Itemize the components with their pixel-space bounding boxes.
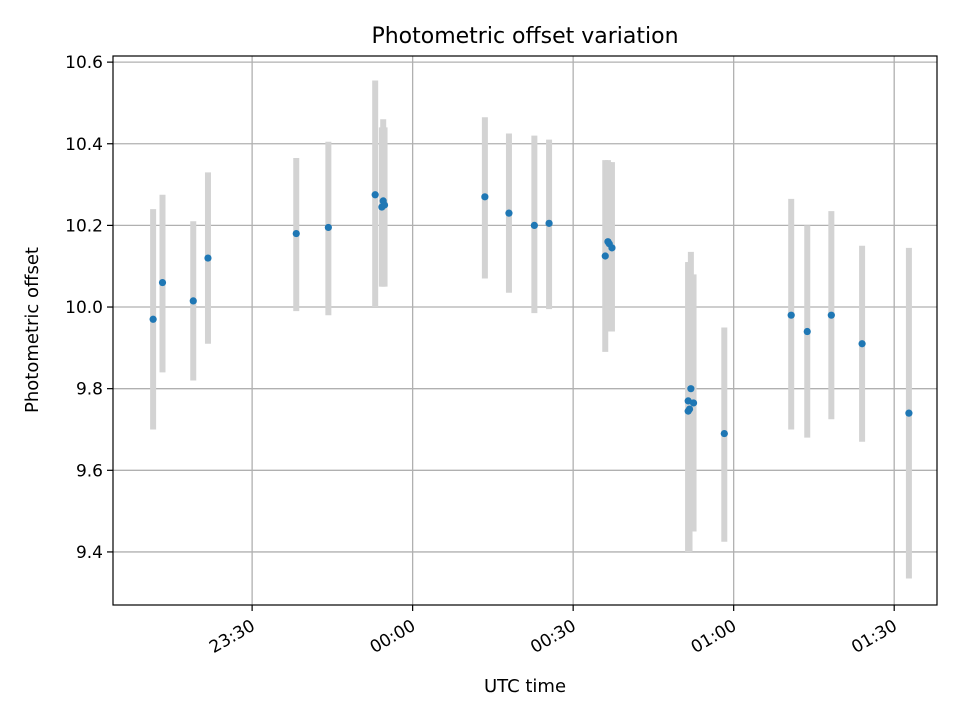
data-point — [545, 219, 553, 227]
y-axis-label: Photometric offset — [22, 247, 43, 413]
data-point — [371, 191, 379, 199]
data-point — [189, 297, 197, 305]
data-point — [158, 278, 167, 287]
data-point — [858, 340, 866, 348]
data-point — [204, 254, 212, 262]
data-point — [608, 244, 616, 252]
data-point — [149, 315, 157, 323]
y-tick-label: 9.6 — [76, 461, 103, 481]
data-point — [505, 209, 513, 217]
data-point — [601, 252, 609, 260]
data-point — [481, 193, 489, 201]
grid-lines — [113, 56, 937, 605]
x-axis-label: UTC time — [484, 676, 566, 697]
data-point — [380, 201, 389, 209]
y-tick-label: 10.2 — [65, 216, 103, 236]
data-point — [787, 311, 795, 319]
y-tick-label: 10.4 — [65, 135, 103, 155]
y-tick-label: 9.8 — [76, 380, 103, 400]
data-point — [687, 385, 695, 393]
y-tick-label: 10.0 — [65, 298, 103, 318]
chart-title: Photometric offset variation — [371, 24, 678, 49]
y-tick-label: 10.6 — [65, 53, 103, 73]
data-point — [530, 221, 538, 229]
plot-frame — [112, 55, 938, 606]
data-point — [827, 311, 835, 319]
plot-area — [113, 56, 937, 605]
y-axis-ticks: 9.4 9.6 9.8 10.0 10.2 10.4 10.6 — [65, 53, 113, 563]
data-point — [292, 229, 300, 238]
data-point — [905, 409, 913, 417]
data-point — [324, 223, 332, 232]
data-point — [720, 429, 728, 438]
data-point — [685, 405, 694, 413]
y-tick-label: 9.4 — [76, 543, 103, 563]
data-point — [803, 327, 811, 336]
data-point — [689, 399, 698, 407]
data-points — [149, 191, 913, 438]
